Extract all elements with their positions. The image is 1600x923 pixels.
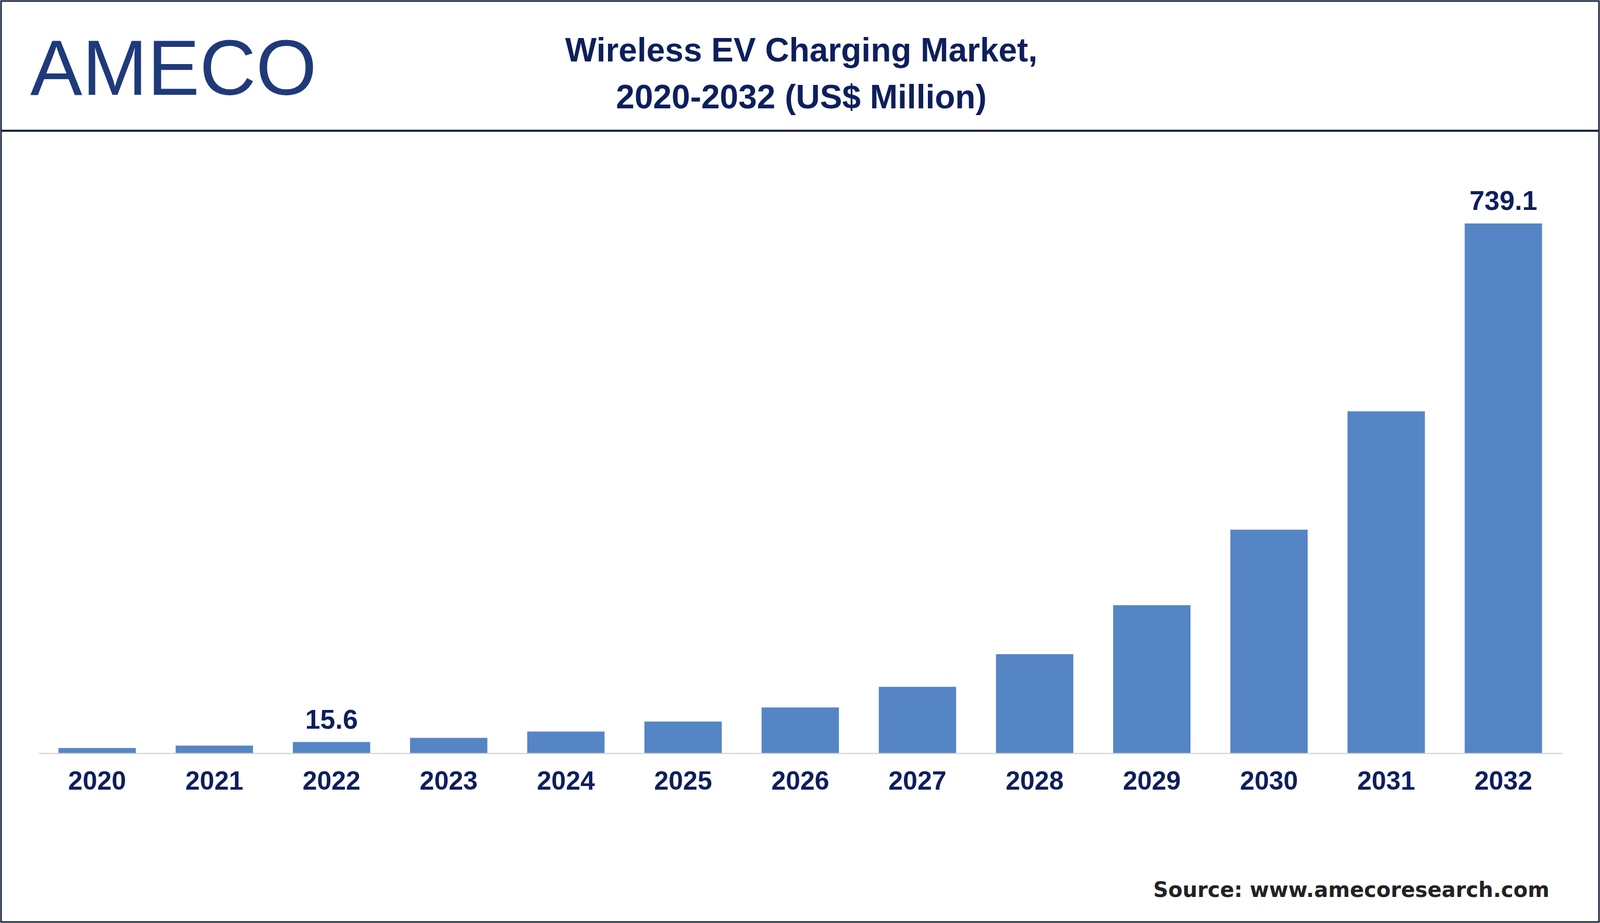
data-label: 739.1 xyxy=(1469,185,1537,216)
logo: AMECO xyxy=(30,23,317,112)
x-tick-label: 2030 xyxy=(1239,766,1298,796)
x-tick-label: 2025 xyxy=(653,766,712,796)
x-tick: 2030 xyxy=(1239,753,1298,796)
x-tick: 2025 xyxy=(653,753,712,796)
bar xyxy=(527,731,605,754)
x-tick-label: 2023 xyxy=(419,766,478,796)
bar xyxy=(410,738,488,754)
bar xyxy=(1230,529,1308,754)
bar xyxy=(58,748,136,754)
bar xyxy=(1113,605,1191,754)
x-tick-label: 2020 xyxy=(68,766,127,796)
x-tick-label: 2024 xyxy=(537,766,595,796)
x-tick: 2026 xyxy=(771,753,829,796)
x-tick-label: 2032 xyxy=(1474,766,1533,796)
x-tick-label: 2022 xyxy=(302,766,361,796)
x-axis-line xyxy=(39,753,1563,755)
x-tick: 2031 xyxy=(1357,753,1416,796)
x-tick: 2022 xyxy=(302,753,361,796)
chart: AMECO Wireless EV Charging Market,2020-20… xyxy=(0,0,1600,923)
source: Source: www.amecoresearch.com xyxy=(1152,877,1550,902)
bar xyxy=(1347,411,1425,754)
data-label: 15.6 xyxy=(305,704,358,735)
x-tick-label: 2029 xyxy=(1122,766,1181,796)
x-tick: 2021 xyxy=(185,753,244,796)
bar xyxy=(292,742,370,754)
bar xyxy=(175,745,253,754)
title: Wireless EV Charging Market,2020-2032 (U… xyxy=(565,31,1038,116)
x-tick: 2024 xyxy=(537,753,595,796)
data-labels: 15.6 739.1 xyxy=(305,185,1538,735)
bars xyxy=(58,223,1543,754)
header-rule xyxy=(1,129,1599,132)
x-tick: 2028 xyxy=(1005,753,1064,796)
x-tick: 2032 xyxy=(1474,753,1533,796)
bar xyxy=(878,687,957,754)
bar xyxy=(761,707,839,754)
bar xyxy=(1464,223,1542,754)
bar xyxy=(996,654,1074,754)
x-tick-label: 2021 xyxy=(185,766,244,796)
x-axis: 2020 2021 2022 2023 2024 2025 2026 2027 2028 2029… xyxy=(39,753,1563,796)
x-tick-label: 2026 xyxy=(771,766,829,796)
x-tick-label: 2031 xyxy=(1357,766,1416,796)
bar xyxy=(644,721,722,754)
x-tick-label: 2028 xyxy=(1005,766,1064,796)
x-tick: 2029 xyxy=(1122,753,1181,796)
x-tick: 2027 xyxy=(888,753,947,796)
x-tick: 2020 xyxy=(68,753,127,796)
x-tick: 2023 xyxy=(419,753,478,796)
x-tick-label: 2027 xyxy=(888,766,947,796)
frame xyxy=(1,1,1599,923)
